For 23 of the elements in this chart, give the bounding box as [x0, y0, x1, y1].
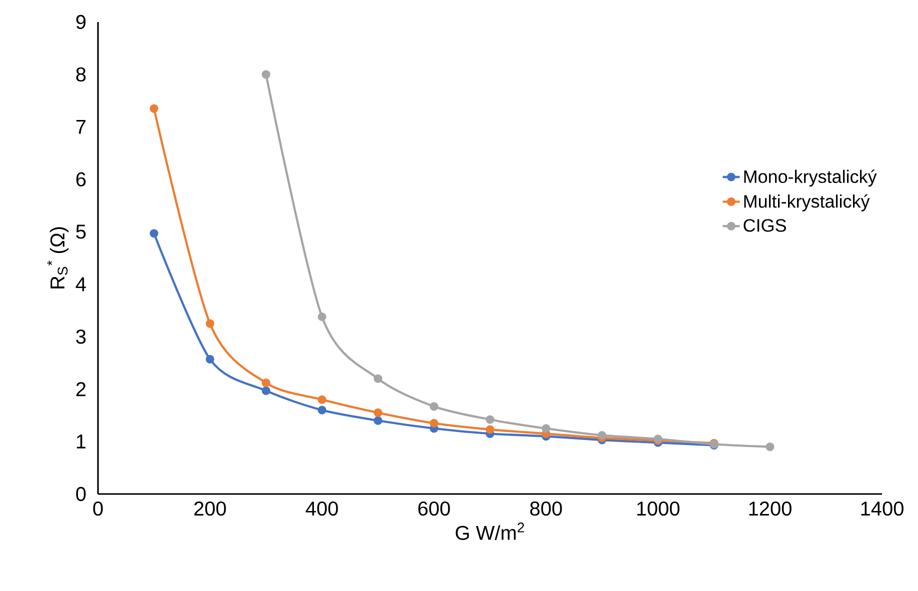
y-tick-label: 0	[76, 486, 86, 502]
y-tick-label: 5	[76, 224, 86, 239]
y-tick-label: 6	[76, 172, 86, 186]
y-tick-label: 3	[76, 330, 86, 344]
x-tick-label: 1400	[861, 502, 904, 516]
y-axis-title: R$_{S}$$^{*}$ (Ω)	[47, 227, 69, 288]
y-tick-label: 2	[76, 382, 86, 396]
x-tick-label: 400	[306, 502, 338, 516]
legend-label: Multi-krystalický	[744, 194, 870, 212]
legend-label: Mono-krystalický	[744, 170, 877, 187]
y-tick-label: 9	[76, 14, 86, 30]
x-tick-label: 0	[93, 502, 103, 516]
y-tick-label: 4	[76, 277, 86, 292]
y-tick-label: 7	[76, 120, 86, 134]
x-tick-label: 1200	[749, 502, 792, 516]
legend-label: CIGS	[744, 219, 786, 232]
x-axis-title: G W/m$^{2}$	[456, 522, 524, 540]
x-tick-label: 800	[530, 502, 562, 516]
x-tick-label: 1000	[637, 502, 680, 516]
x-tick-label: 600	[418, 502, 450, 516]
x-tick-label: 200	[194, 502, 226, 516]
y-tick-label: 8	[76, 67, 86, 82]
y-tick-label: 1	[76, 434, 86, 448]
